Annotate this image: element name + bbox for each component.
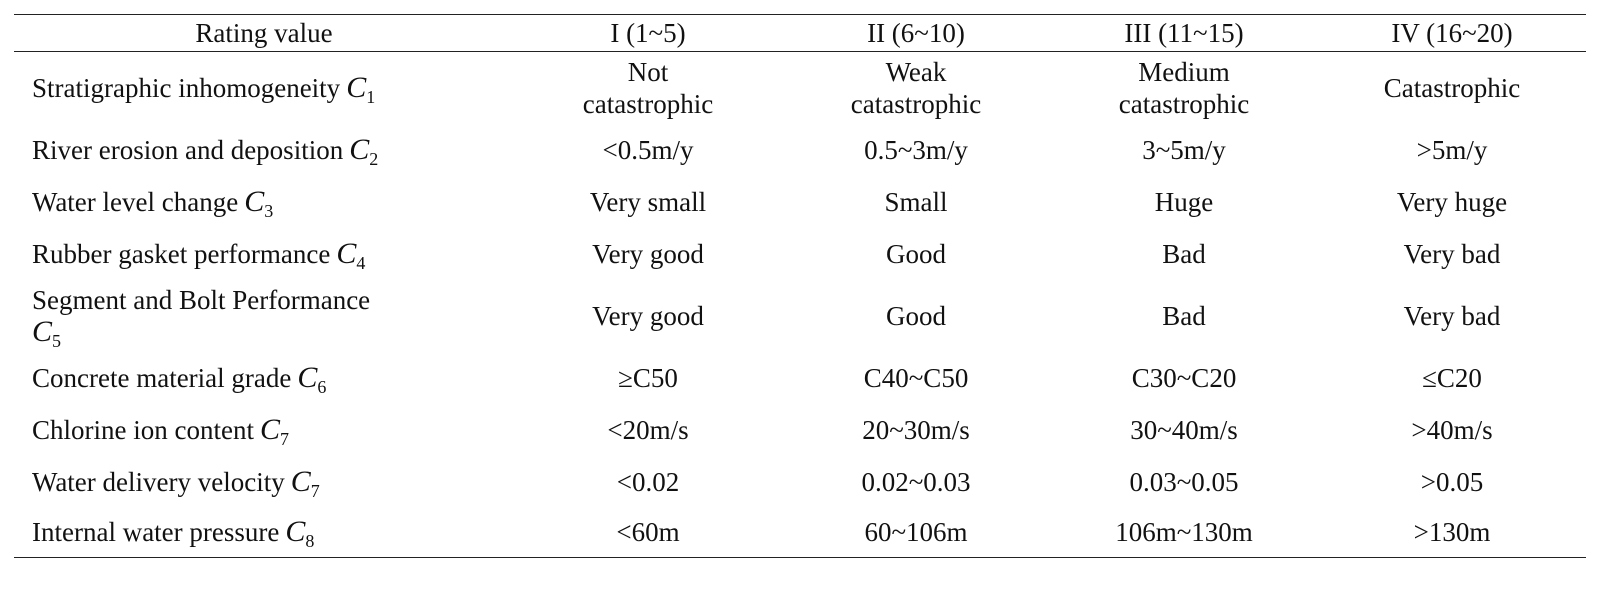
grade-1-cell: <60m <box>616 517 680 548</box>
factor-symbol: C8 <box>285 515 315 552</box>
grade-1-cell: Very small <box>589 186 707 217</box>
grade-1-cell: <20m/s <box>607 414 689 445</box>
table-row: River erosion and deposition C2 <0.5m/y 0… <box>14 124 1586 176</box>
grade-2-cell: Small <box>884 186 948 217</box>
table-row: Stratigraphic inhomogeneity C1 Not catast… <box>14 52 1586 124</box>
factor-cell: River erosion and deposition C2 <box>14 124 514 176</box>
factor-symbol: C4 <box>336 236 366 273</box>
factor-cell: Water level change C3 <box>14 176 514 228</box>
factor-symbol: C7 <box>290 464 320 501</box>
factor-name: Chlorine ion content <box>32 414 254 445</box>
factor-cell: Chlorine ion content C7 <box>14 404 514 456</box>
factor-cell: Water delivery velocity C7 <box>14 456 514 508</box>
table-row: Internal water pressure C8 <60m 60~106m 1… <box>14 508 1586 558</box>
grade-1-cell: <0.02 <box>616 466 680 497</box>
factor-name: Segment and Bolt Performance <box>32 284 371 315</box>
table-row: Chlorine ion content C7 <20m/s 20~30m/s 3… <box>14 404 1586 456</box>
grade-2-cell: 20~30m/s <box>862 414 970 445</box>
factor-cell: Internal water pressure C8 <box>14 508 514 558</box>
grade-2-cell: Weak catastrophic <box>850 56 982 119</box>
grade-4-cell: >5m/y <box>1416 134 1488 165</box>
grade-2-cell: Good <box>886 300 946 331</box>
grade-2-cell: 0.5~3m/y <box>864 134 968 165</box>
grade-4-cell: Very bad <box>1403 300 1501 331</box>
grade-4-cell: Very bad <box>1403 238 1501 269</box>
factor-name: River erosion and deposition <box>32 134 344 165</box>
grade-2-cell: C40~C50 <box>863 362 969 393</box>
rating-table: Rating value I (1~5) II (6~10) III (11~1… <box>14 14 1586 558</box>
grade-2-cell: Good <box>886 238 946 269</box>
grade-1-cell: Very good <box>592 238 704 269</box>
factor-cell: Stratigraphic inhomogeneity C1 <box>14 52 514 124</box>
factor-name: Concrete material grade <box>32 362 292 393</box>
grade-3-cell: Huge <box>1154 186 1214 217</box>
factor-symbol: C1 <box>346 70 376 107</box>
grade-3-cell: Bad <box>1162 300 1206 331</box>
factor-cell: Rubber gasket performance C4 <box>14 228 514 280</box>
factor-cell: Segment and Bolt Performance C5 <box>14 280 514 352</box>
grade-3-cell: 0.03~0.05 <box>1129 466 1239 497</box>
grade-4-cell: Catastrophic <box>1383 72 1521 103</box>
factor-symbol: C6 <box>297 360 327 397</box>
table-row: Concrete material grade C6 ≥C50 C40~C50 C… <box>14 352 1586 404</box>
factor-name: Rubber gasket performance <box>32 238 331 269</box>
header-row: Rating value I (1~5) II (6~10) III (11~1… <box>14 14 1586 52</box>
factor-symbol: C5 <box>32 314 62 351</box>
grade-4-cell: >0.05 <box>1420 466 1484 497</box>
table-row: Rubber gasket performance C4 Very good Go… <box>14 228 1586 280</box>
grade-4-cell: Very huge <box>1396 186 1508 217</box>
table-row: Water level change C3 Very small Small Hu… <box>14 176 1586 228</box>
factor-name: Water level change <box>32 186 239 217</box>
factor-name: Stratigraphic inhomogeneity <box>32 72 341 103</box>
grade-3-cell: C30~C20 <box>1131 362 1237 393</box>
table-row: Water delivery velocity C7 <0.02 0.02~0.0… <box>14 456 1586 508</box>
header-grade-2: II (6~10) <box>867 18 965 48</box>
grade-1-cell: Not catastrophic <box>582 56 714 119</box>
grade-4-cell: >40m/s <box>1411 414 1493 445</box>
grade-1-cell: <0.5m/y <box>602 134 694 165</box>
grade-1-cell: Very good <box>592 300 704 331</box>
grade-3-cell: 30~40m/s <box>1130 414 1238 445</box>
factor-name: Water delivery velocity <box>32 466 285 497</box>
grade-4-cell: ≤C20 <box>1422 362 1482 393</box>
header-grade-4: IV (16~20) <box>1391 18 1513 48</box>
header-grade-1: I (1~5) <box>610 18 686 48</box>
grade-4-cell: >130m <box>1413 517 1491 548</box>
grade-3-cell: 106m~130m <box>1115 517 1253 548</box>
grade-2-cell: 0.02~0.03 <box>861 466 971 497</box>
table-row: Segment and Bolt Performance C5 Very good… <box>14 280 1586 352</box>
factor-symbol: C7 <box>259 412 289 449</box>
grade-3-cell: Bad <box>1162 238 1206 269</box>
grade-3-cell: 3~5m/y <box>1142 134 1226 165</box>
factor-name: Internal water pressure <box>32 517 280 548</box>
grade-3-cell: Medium catastrophic <box>1118 56 1250 119</box>
factor-symbol: C2 <box>349 132 379 169</box>
grade-2-cell: 60~106m <box>864 517 968 548</box>
grade-1-cell: ≥C50 <box>618 362 678 393</box>
header-grade-3: III (11~15) <box>1124 18 1244 48</box>
factor-symbol: C3 <box>244 184 274 221</box>
factor-cell: Concrete material grade C6 <box>14 352 514 404</box>
header-rating-value: Rating value <box>195 18 333 48</box>
